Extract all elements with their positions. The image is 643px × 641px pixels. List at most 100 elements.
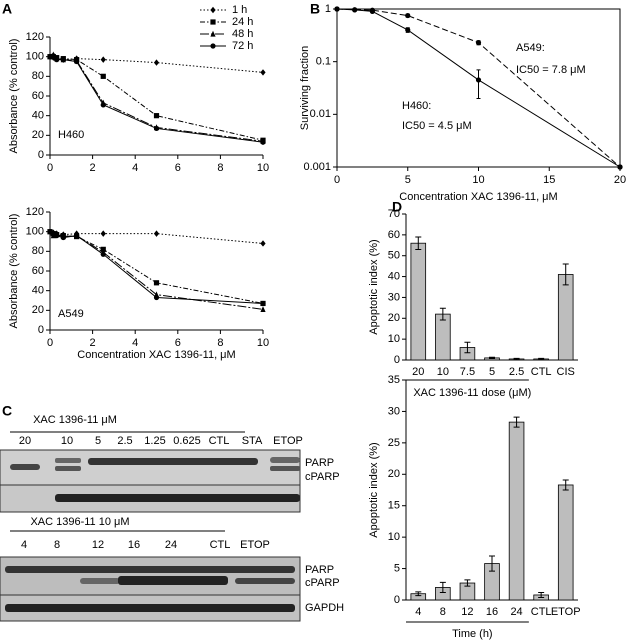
data-point bbox=[100, 102, 106, 108]
legend-label: 24 h bbox=[232, 16, 253, 28]
y-tick-label: 120 bbox=[26, 31, 44, 43]
error-bar bbox=[513, 357, 520, 361]
data-point bbox=[153, 294, 160, 301]
lane-label: 1.25 bbox=[144, 435, 165, 447]
data-point bbox=[260, 139, 266, 145]
y-tick-label: 40 bbox=[32, 110, 44, 122]
y-tick-label: 0 bbox=[38, 324, 44, 336]
y-tick-label: 10 bbox=[388, 531, 400, 543]
error-bar bbox=[538, 591, 545, 598]
bar bbox=[557, 484, 574, 601]
y-axis-label: Apoptotic index (%) bbox=[368, 442, 380, 537]
lane-label: 5 bbox=[95, 435, 101, 447]
band-label: cPARP bbox=[305, 577, 340, 589]
data-point bbox=[617, 164, 623, 170]
x-tick-label: 4 bbox=[415, 606, 421, 618]
error-bar bbox=[439, 307, 446, 321]
x-tick-label: 16 bbox=[486, 606, 498, 618]
y-tick-label: 30 bbox=[388, 291, 400, 303]
legend-marker bbox=[210, 19, 216, 25]
y-axis-label: Apoptotic index (%) bbox=[368, 239, 380, 334]
x-tick-label: 8 bbox=[217, 337, 223, 349]
x-tick-label: 12 bbox=[461, 606, 473, 618]
y-tick-label: 0 bbox=[394, 594, 400, 606]
data-point bbox=[475, 40, 482, 46]
error-bar bbox=[489, 356, 495, 360]
lane-label: CTL bbox=[210, 539, 231, 551]
data-point bbox=[260, 240, 266, 247]
annotation: A549 bbox=[58, 308, 84, 320]
y-tick-label: 10 bbox=[388, 333, 400, 345]
blot-title: XAC 1396-11 μM bbox=[33, 414, 117, 426]
bar bbox=[508, 421, 525, 601]
lane-label: 10 bbox=[61, 435, 73, 447]
y-tick-label: 20 bbox=[388, 312, 400, 324]
data-point bbox=[100, 73, 106, 79]
lane-label: STA bbox=[242, 435, 263, 447]
data-point bbox=[260, 69, 266, 76]
x-tick-label: 20 bbox=[614, 174, 626, 186]
x-axis-label: Concentration XAC 1396-11, μM bbox=[77, 349, 235, 361]
y-tick-label: 70 bbox=[388, 208, 400, 220]
panel-label: C bbox=[2, 403, 12, 419]
blot-title: XAC 1396-11 10 μM bbox=[30, 516, 129, 528]
data-point bbox=[405, 12, 411, 19]
bar bbox=[557, 274, 574, 361]
legend-label: 1 h bbox=[232, 4, 247, 16]
x-axis-label: Time (h) bbox=[452, 628, 493, 640]
data-point bbox=[153, 113, 160, 119]
y-tick-label: 120 bbox=[26, 206, 44, 218]
error-bar bbox=[415, 236, 422, 250]
x-tick-label: 5 bbox=[489, 366, 495, 378]
data-point bbox=[153, 125, 160, 132]
y-tick-label: 5 bbox=[394, 562, 400, 574]
panel-label: A bbox=[2, 1, 12, 17]
x-tick-label: CIS bbox=[557, 366, 575, 378]
panel-label: D bbox=[392, 199, 402, 215]
data-point bbox=[334, 6, 340, 12]
x-tick-label: 2 bbox=[90, 162, 96, 174]
band-label: cPARP bbox=[305, 471, 340, 483]
y-tick-label: 40 bbox=[388, 270, 400, 282]
data-line bbox=[336, 8, 621, 168]
y-tick-label: 35 bbox=[388, 374, 400, 386]
y-tick-label: 0 bbox=[38, 149, 44, 161]
y-tick-label: 0.001 bbox=[303, 161, 331, 173]
x-tick-label: 0 bbox=[47, 162, 53, 174]
y-tick-label: 80 bbox=[32, 245, 44, 257]
data-point bbox=[153, 280, 160, 286]
y-tick-label: 100 bbox=[26, 226, 44, 238]
x-tick-label: 4 bbox=[132, 337, 138, 349]
data-point bbox=[47, 229, 53, 235]
annotation: H460 bbox=[58, 129, 84, 141]
data-point bbox=[405, 27, 411, 33]
x-axis-label: Concentration XAC 1396-11, μM bbox=[399, 191, 557, 203]
data-point bbox=[50, 53, 56, 59]
annotation: A549: bbox=[516, 42, 545, 54]
error-bar bbox=[464, 579, 471, 587]
error-bar bbox=[562, 479, 569, 491]
blot-image bbox=[0, 556, 301, 622]
y-axis-label: Absorbance (% control) bbox=[8, 214, 20, 329]
x-tick-label: 8 bbox=[440, 606, 446, 618]
y-tick-label: 50 bbox=[388, 250, 400, 262]
legend-marker bbox=[210, 6, 216, 14]
data-point bbox=[74, 58, 80, 65]
error-bar bbox=[464, 341, 471, 354]
x-tick-label: 0 bbox=[334, 174, 340, 186]
y-tick-label: 20 bbox=[32, 304, 44, 316]
data-point bbox=[260, 300, 266, 307]
data-point bbox=[54, 57, 60, 63]
data-point bbox=[260, 306, 266, 312]
data-point bbox=[60, 57, 66, 63]
legend-label: 48 h bbox=[232, 28, 253, 40]
error-bar bbox=[489, 555, 495, 572]
lane-label: ETOP bbox=[273, 435, 303, 447]
data-point bbox=[100, 230, 106, 237]
x-tick-label: 10 bbox=[472, 174, 484, 186]
x-tick-label: 10 bbox=[257, 337, 269, 349]
lane-label: ETOP bbox=[240, 539, 270, 551]
band-label: GAPDH bbox=[305, 602, 344, 614]
y-axis-label: Absorbance (% control) bbox=[8, 39, 20, 154]
